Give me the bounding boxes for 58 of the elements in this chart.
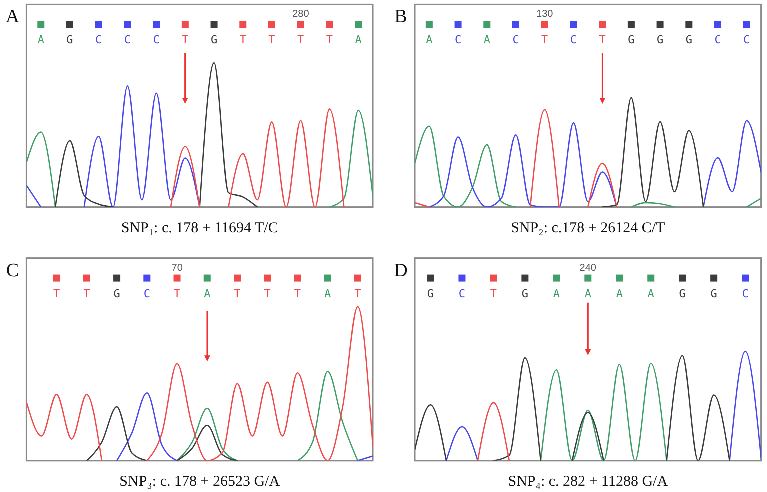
text: 130 xyxy=(536,9,554,20)
x-tick-label: G xyxy=(628,34,635,47)
x-tick-label: A xyxy=(426,34,434,47)
chart-title: B xyxy=(394,6,408,28)
x-tick-label: C xyxy=(124,34,132,47)
x-tick-label: T xyxy=(240,34,247,47)
x-tick-label: C xyxy=(570,34,578,47)
x-tick-label: A xyxy=(204,287,212,300)
x-tick-label: T xyxy=(174,287,181,300)
x-axis-title: SNP₄: c. 282 + 11288 G/A xyxy=(508,474,668,490)
x-tick-label: T xyxy=(599,34,606,47)
x-tick-label: G xyxy=(679,287,686,300)
x-tick-label: C xyxy=(458,287,466,300)
x-tick-label: T xyxy=(490,287,498,300)
x-tick-label: C xyxy=(96,34,102,47)
x-tick-label: A xyxy=(38,34,45,47)
x-tick-label: A xyxy=(324,287,332,300)
x-tick-label: C xyxy=(144,287,150,300)
x-tick-label: T xyxy=(84,287,91,300)
x-tick-label: T xyxy=(298,34,305,47)
x-axis-title: SNP₃: c. 178 + 26523 G/A xyxy=(120,474,280,490)
x-tick-label: A xyxy=(355,34,362,47)
x-tick-label: T xyxy=(54,287,60,300)
x-tick-label: G xyxy=(427,287,434,300)
x-tick-label: T xyxy=(294,287,302,300)
x-tick-label: C xyxy=(153,34,160,47)
x-tick-label: A xyxy=(648,287,655,300)
x-tick-label: T xyxy=(542,34,549,47)
x-tick-label: G xyxy=(210,34,218,47)
chart-title: C xyxy=(6,260,20,282)
x-tick-label: G xyxy=(522,287,528,300)
x-tick-label: T xyxy=(268,34,276,47)
x-tick-label: A xyxy=(616,287,624,300)
chart-title: D xyxy=(394,260,408,282)
x-tick-label: T xyxy=(234,287,242,300)
text: 240 xyxy=(580,262,597,274)
x-tick-label: T xyxy=(264,287,272,300)
x-axis-title: SNP₁: c. 178 + 11694 T/C xyxy=(121,220,278,236)
x-tick-label: A xyxy=(553,287,560,300)
x-tick-label: C xyxy=(454,34,462,47)
x-tick-label: G xyxy=(656,34,664,47)
x-tick-label: G xyxy=(710,287,718,300)
chart-title: A xyxy=(6,6,20,28)
x-tick-label: G xyxy=(114,287,120,300)
x-tick-label: C xyxy=(744,34,750,47)
x-tick-label: A xyxy=(584,287,592,300)
x-tick-label: C xyxy=(512,34,520,47)
x-tick-label: C xyxy=(742,287,749,300)
x-tick-label: T xyxy=(354,287,362,300)
x-tick-label: C xyxy=(714,34,722,47)
x-tick-label: A xyxy=(484,34,491,47)
x-tick-label: T xyxy=(326,34,334,47)
x-tick-label: T xyxy=(182,34,190,47)
x-tick-label: G xyxy=(686,34,692,47)
text: 70 xyxy=(172,262,184,274)
text: 280 xyxy=(292,9,310,20)
x-tick-label: G xyxy=(66,34,74,47)
x-axis-title: SNP₂: c.178 + 26124 C/T xyxy=(511,220,666,236)
